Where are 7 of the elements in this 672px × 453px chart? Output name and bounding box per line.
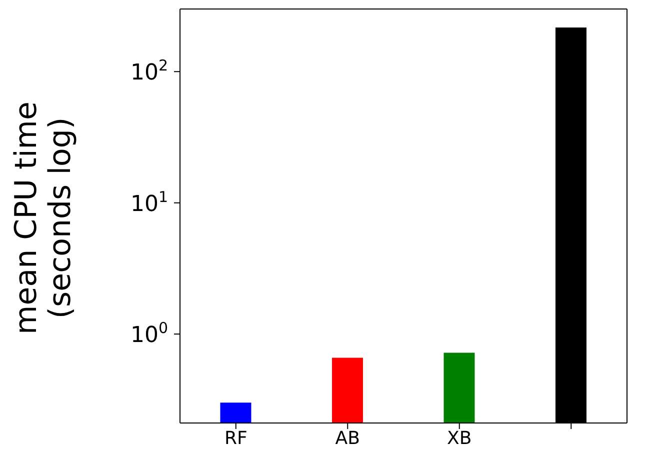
y-axis-title: mean CPU time (seconds log): [9, 102, 78, 334]
x-tick-label: AB: [335, 428, 360, 449]
x-tick-label: XB: [447, 428, 472, 449]
y-tick-label: 10$^{1}$: [130, 188, 168, 217]
x-tick-label: RF: [224, 428, 248, 449]
y-tick-label: 10$^{0}$: [130, 319, 168, 348]
y-tick-label: 10$^{2}$: [130, 56, 168, 86]
